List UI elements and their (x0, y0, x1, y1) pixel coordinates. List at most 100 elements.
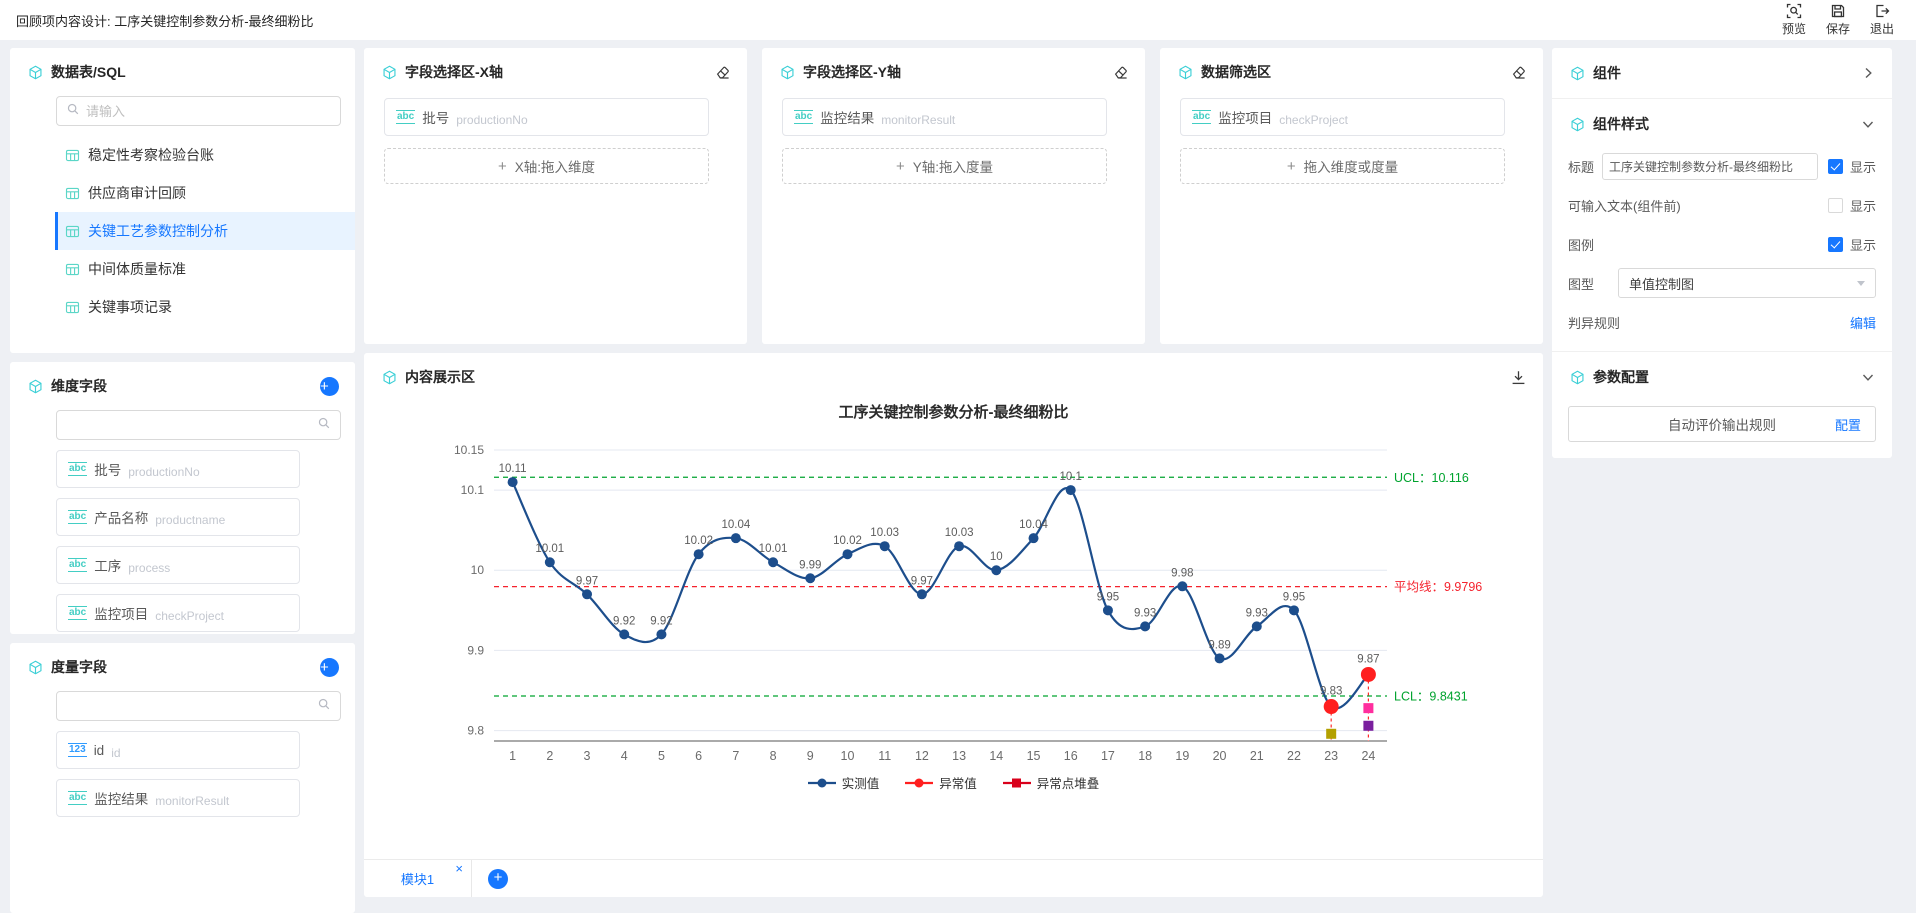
clear-filter-eraser-icon[interactable] (1510, 64, 1527, 81)
table-search-input[interactable] (86, 103, 331, 119)
filter-field-chip[interactable]: abc 监控项目 checkProject (1180, 98, 1505, 136)
svg-text:UCL：10.116: UCL：10.116 (1394, 471, 1469, 485)
config-link[interactable]: 配置 (1834, 417, 1861, 433)
field-chip[interactable]: abc 监控项目 checkProject (56, 594, 300, 632)
svg-text:9.89: 9.89 (1208, 639, 1230, 651)
legend-item[interactable]: 异常点堆叠 (1002, 773, 1099, 792)
add-measure-button[interactable]: + (320, 657, 339, 677)
svg-text:22: 22 (1287, 749, 1301, 763)
field-code: id (111, 746, 121, 760)
add-module-button[interactable]: + (488, 868, 508, 889)
y-axis-panel: 字段选择区-Y轴 abc 监控结果 monitorResult + Y轴:拖入度… (762, 48, 1145, 344)
field-name: 工序 (94, 559, 122, 574)
field-chip[interactable]: abc 监控结果 monitorResult (56, 779, 300, 817)
table-search-box[interactable] (56, 96, 341, 126)
save-button[interactable]: 保存 (1826, 3, 1850, 37)
svg-text:10.03: 10.03 (944, 527, 973, 539)
cube-icon (382, 65, 397, 80)
svg-text:11: 11 (878, 749, 891, 763)
cube-icon (28, 379, 43, 394)
component-section-header[interactable]: 组件 (1552, 48, 1892, 98)
legend-item[interactable]: 异常值 (905, 773, 977, 792)
svg-text:平均线：9.9796: 平均线：9.9796 (1394, 580, 1482, 594)
add-dimension-button[interactable]: + (320, 376, 339, 396)
field-name: 监控结果 (94, 792, 149, 807)
table-item[interactable]: 稳定性考察检验台账 (55, 136, 355, 174)
table-item[interactable]: 关键事项记录 (55, 288, 355, 326)
field-chip[interactable]: abc 批号 productionNo (56, 450, 300, 488)
svg-text:9.95: 9.95 (1096, 591, 1118, 603)
style-section-header[interactable]: 组件样式 (1552, 99, 1892, 149)
dimension-search-box[interactable] (56, 410, 341, 440)
cube-icon (780, 65, 795, 80)
table-item[interactable]: 关键工艺参数控制分析 (55, 212, 355, 250)
legend-label: 图例 (1568, 237, 1595, 253)
svg-text:10.02: 10.02 (684, 535, 713, 547)
module-tab-bar: 模块1 × + (364, 859, 1543, 897)
legend-marker (807, 778, 836, 787)
x-axis-panel-title: 字段选择区-X轴 (405, 64, 503, 80)
svg-text:24: 24 (1361, 749, 1375, 763)
download-icon[interactable] (1510, 369, 1527, 386)
component-title-input[interactable] (1602, 152, 1818, 180)
svg-text:9.8: 9.8 (467, 724, 484, 738)
svg-text:LCL：9.8431: LCL：9.8431 (1394, 690, 1468, 704)
legend-item[interactable]: 实测值 (807, 773, 879, 792)
plus-icon: + (1286, 157, 1296, 175)
svg-text:10.15: 10.15 (453, 443, 483, 457)
clear-x-axis-eraser-icon[interactable] (714, 64, 731, 81)
dimension-search-input[interactable] (66, 417, 311, 433)
cube-icon (1570, 370, 1585, 385)
svg-text:10: 10 (470, 563, 484, 577)
measure-search-input[interactable] (66, 698, 311, 714)
y-axis-dropzone[interactable]: + Y轴:拖入度量 (782, 148, 1107, 184)
field-code: monitorResult (155, 794, 230, 808)
title-show-checkbox[interactable] (1827, 158, 1843, 174)
field-name: 监控结果 (820, 111, 875, 126)
svg-text:9.92: 9.92 (613, 615, 635, 627)
chart-title: 工序关键控制参数分析-最终细粉比 (838, 404, 1069, 421)
legend-show-checkbox[interactable] (1827, 236, 1843, 252)
svg-text:16: 16 (1063, 749, 1077, 763)
field-chip[interactable]: abc 产品名称 productname (56, 498, 300, 536)
field-chip[interactable]: 123 id id (56, 731, 300, 769)
table-item[interactable]: 中间体质量标准 (55, 250, 355, 288)
cube-icon (1178, 65, 1193, 80)
field-code: checkProject (155, 609, 224, 623)
svg-text:9: 9 (806, 749, 813, 763)
exit-button[interactable]: 退出 (1870, 3, 1894, 37)
params-section-header[interactable]: 参数配置 (1552, 352, 1892, 402)
title-row: 标题 显示 (1568, 151, 1876, 181)
svg-text:10.02: 10.02 (833, 535, 862, 547)
y-axis-field-chip[interactable]: abc 监控结果 monitorResult (782, 98, 1107, 136)
tab-module1[interactable]: 模块1 × (364, 860, 472, 897)
svg-text:10.1: 10.1 (1059, 471, 1081, 483)
text-type-icon: abc (68, 558, 88, 572)
field-name: 监控项目 (94, 607, 149, 622)
clear-y-axis-eraser-icon[interactable] (1112, 64, 1129, 81)
preview-button[interactable]: 预览 (1782, 3, 1806, 37)
table-icon (65, 224, 80, 239)
table-icon (65, 186, 80, 201)
svg-text:10.1: 10.1 (460, 483, 484, 497)
left-column: 数据表/SQL 稳定性考察检验台账供应商审计回顾关键工艺参数控制分析中间体质量标… (10, 48, 355, 913)
field-code: checkProject (1279, 113, 1348, 127)
field-name: 批号 (94, 463, 122, 478)
filter-dropzone[interactable]: + 拖入维度或度量 (1180, 148, 1505, 184)
params-section-title: 参数配置 (1593, 369, 1649, 385)
table-icon (65, 148, 80, 163)
chart-type-select[interactable]: 单值控制图 (1618, 268, 1876, 298)
svg-text:18: 18 (1138, 749, 1152, 763)
svg-text:9.97: 9.97 (575, 575, 597, 587)
field-chip[interactable]: abc 工序 process (56, 546, 300, 584)
close-icon[interactable]: × (455, 861, 463, 876)
svg-text:8: 8 (769, 749, 776, 763)
measure-search-box[interactable] (56, 691, 341, 721)
table-item[interactable]: 供应商审计回顾 (55, 174, 355, 212)
input-text-show-checkbox[interactable] (1827, 197, 1843, 213)
x-axis-dropzone[interactable]: + X轴:拖入维度 (384, 148, 709, 184)
svg-text:4: 4 (620, 749, 627, 763)
edit-rule-link[interactable]: 编辑 (1849, 315, 1876, 331)
content-panel-title: 内容展示区 (405, 369, 475, 385)
x-axis-field-chip[interactable]: abc 批号 productionNo (384, 98, 709, 136)
